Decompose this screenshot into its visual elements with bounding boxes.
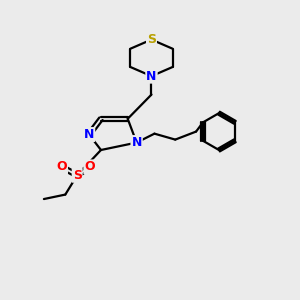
Text: N: N — [131, 136, 142, 149]
Text: O: O — [84, 160, 95, 173]
Text: O: O — [56, 160, 67, 173]
Text: S: S — [73, 169, 82, 182]
Text: N: N — [84, 128, 94, 141]
Text: N: N — [146, 70, 157, 83]
Text: S: S — [147, 33, 156, 46]
